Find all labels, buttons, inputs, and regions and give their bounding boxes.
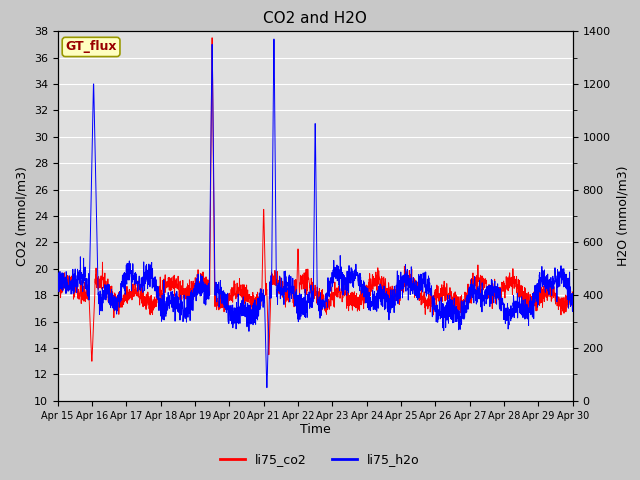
X-axis label: Time: Time: [300, 423, 331, 436]
Title: CO2 and H2O: CO2 and H2O: [263, 11, 367, 26]
Legend: li75_co2, li75_h2o: li75_co2, li75_h2o: [215, 448, 425, 471]
Y-axis label: H2O (mmol/m3): H2O (mmol/m3): [616, 166, 629, 266]
Text: GT_flux: GT_flux: [65, 40, 117, 53]
Y-axis label: CO2 (mmol/m3): CO2 (mmol/m3): [15, 166, 28, 266]
